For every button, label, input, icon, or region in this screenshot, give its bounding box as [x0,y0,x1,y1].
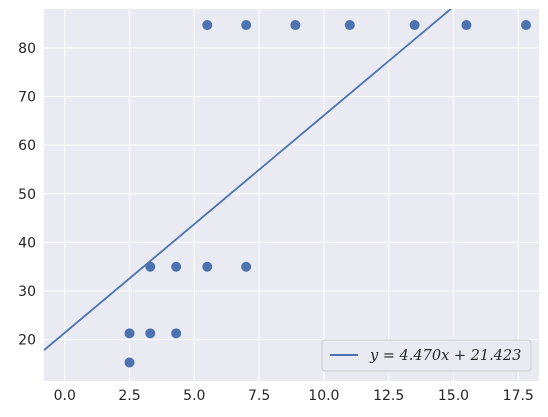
data-point [145,261,156,272]
x-tick-label: 2.5 [118,388,140,404]
y-tick-label: 50 [18,187,36,203]
x-tick-label: 10.0 [308,388,339,404]
legend-box [321,339,532,372]
data-point [241,261,252,272]
y-tick-label: 40 [18,235,36,251]
legend: y = 4.470x + 21.423 [321,339,532,372]
x-tick-label: 15.0 [438,388,469,404]
x-tick-label: 17.5 [503,388,534,404]
data-point [171,328,182,339]
y-tick-label: 30 [18,284,36,300]
grid [44,9,539,381]
data-point [290,20,301,31]
data-point [145,328,156,339]
data-point [124,357,135,368]
data-point [202,261,213,272]
data-point [409,20,420,31]
data-point [344,20,355,31]
fit-line-group [44,9,453,351]
data-point [461,20,472,31]
plot-area [44,9,539,381]
y-tick-labels: 20 30 40 50 60 70 80 [18,41,36,349]
data-point [241,20,252,31]
y-tick-label: 80 [18,41,36,57]
x-tick-label: 12.5 [373,388,404,404]
points-group [124,20,532,368]
y-tick-label: 60 [18,138,36,154]
legend-label: y = 4.470x + 21.423 [369,348,521,364]
data-point [171,261,182,272]
x-tick-label: 0.0 [54,388,76,404]
y-tick-label: 70 [18,90,36,106]
x-tick-label: 5.0 [183,388,205,404]
x-tick-labels: 0.0 2.5 5.0 7.5 10.0 12.5 15.0 17.5 [54,388,534,404]
y-tick-label: 20 [18,333,36,349]
fit-line [44,9,453,351]
data-point [124,328,135,339]
data-point [202,20,213,31]
x-tick-label: 7.5 [248,388,270,404]
data-point [521,20,532,31]
